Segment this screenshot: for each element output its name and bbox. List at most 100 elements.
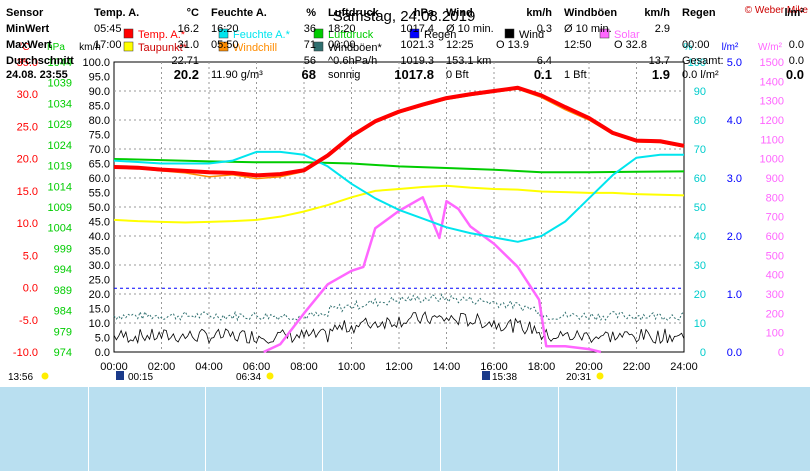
time-cell: 11.90 g/m³ bbox=[211, 69, 263, 81]
time-cell: Ø 10 min. bbox=[564, 23, 612, 35]
solar-tick: 700 bbox=[766, 212, 784, 224]
wind-tick: 100.0 bbox=[82, 57, 110, 69]
column-unit: °C bbox=[186, 7, 199, 19]
humidity-tick: 0 bbox=[700, 347, 706, 359]
chart-series bbox=[113, 85, 685, 354]
time-cell: Ø 10 min. bbox=[446, 23, 494, 35]
stats-table bbox=[0, 387, 810, 471]
rain-tick: 4.0 bbox=[727, 115, 742, 127]
time-cell: 05:50 bbox=[211, 39, 239, 51]
sun-icon bbox=[596, 372, 604, 380]
stats-column-press: Luftdruck hPa 18:20 1017.4 00:00 1021.3 ^0.6hP… bbox=[328, 0, 434, 84]
wind-tick: 55.0 bbox=[89, 188, 110, 200]
humidity-tick: 70 bbox=[694, 144, 706, 156]
solar-tick: 200 bbox=[766, 308, 784, 320]
stats-column-hum: Feuchte A.% 16:20 36 05:50 71 56 11.90 g/m³ 68 bbox=[211, 0, 316, 84]
legend-label: Feuchte A.* bbox=[233, 29, 291, 41]
time-cell: sonnig bbox=[328, 69, 361, 81]
pressure-tick: 1024 bbox=[48, 140, 72, 152]
table-divider bbox=[558, 387, 559, 471]
rain-tick: 2.0 bbox=[727, 231, 742, 243]
legend-swatch bbox=[409, 28, 420, 39]
humidity-tick: 40 bbox=[694, 231, 706, 243]
solar-tick: 300 bbox=[766, 289, 784, 301]
time-cell: 05:45 bbox=[94, 23, 122, 35]
value-cell: 22.71 bbox=[171, 55, 199, 67]
wind-tick: 25.0 bbox=[89, 275, 110, 287]
stats-column-wind: Wind km/h Ø 10 min. 0.3 12:25 O 13.9 153.1 km 6… bbox=[446, 0, 552, 84]
sun-icon bbox=[266, 372, 274, 380]
row-label: MinWert bbox=[6, 23, 50, 35]
pressure-tick: 1039 bbox=[48, 78, 72, 90]
humidity-tick: 50 bbox=[694, 202, 706, 214]
row-label: 24.08. 23:55 bbox=[6, 69, 68, 81]
wind-tick: 85.0 bbox=[89, 101, 110, 113]
wind-tick: 75.0 bbox=[89, 130, 110, 142]
solar-tick: 400 bbox=[766, 270, 784, 282]
humidity-tick: 20 bbox=[694, 289, 706, 301]
solar-tick: 1300 bbox=[760, 96, 784, 108]
time-cell: ^0.6hPa/h bbox=[328, 55, 378, 67]
legend-label: Windböen* bbox=[328, 42, 383, 54]
wind-tick: 80.0 bbox=[89, 115, 110, 127]
value-cell: 71 bbox=[303, 39, 316, 51]
time-cell: 153.1 km bbox=[446, 55, 492, 67]
table-divider bbox=[88, 387, 89, 471]
time-cell: 0.0 l/m² bbox=[682, 69, 719, 81]
legend-swatch bbox=[218, 41, 229, 52]
humidity-tick: 90 bbox=[694, 86, 706, 98]
column-header: Feuchte A. bbox=[211, 7, 267, 19]
pressure-tick: 984 bbox=[54, 306, 72, 318]
pressure-tick: 979 bbox=[54, 326, 72, 338]
wind-tick: 20.0 bbox=[89, 289, 110, 301]
wind-tick: 65.0 bbox=[89, 159, 110, 171]
column-unit: km/h bbox=[526, 7, 552, 19]
temp-tick: 20.0 bbox=[17, 154, 38, 166]
legend-label: Luftdruck bbox=[328, 29, 374, 41]
value-cell: 1021.3 bbox=[400, 39, 434, 51]
legend-swatch bbox=[123, 41, 134, 52]
pressure-tick: 1034 bbox=[48, 98, 72, 110]
time-cell: 0 Bft bbox=[446, 69, 469, 81]
wind-tick: 10.0 bbox=[89, 318, 110, 330]
temp-tick: -10.0 bbox=[13, 347, 38, 359]
x-tick: 24:00 bbox=[670, 361, 698, 373]
temp-tick: 15.0 bbox=[17, 186, 38, 198]
series-feuchtea bbox=[113, 150, 684, 243]
x-tick: 12:00 bbox=[385, 361, 413, 373]
rain-tick: 1.0 bbox=[727, 289, 742, 301]
column-header: Windböen bbox=[564, 7, 618, 19]
series-solar bbox=[263, 196, 602, 354]
wind-tick: 70.0 bbox=[89, 144, 110, 156]
chart-axes: °C hPa km/h% l/m² W/m² 35.0 30.0 25.0 20.0 15.0 10… bbox=[8, 42, 784, 383]
value-cell: 13.7 bbox=[648, 55, 670, 67]
value-cell: 2.9 bbox=[654, 23, 670, 35]
sun-icon bbox=[41, 372, 49, 380]
column-header: Regen bbox=[682, 7, 716, 19]
pressure-tick: 1004 bbox=[48, 223, 72, 235]
unit-label: °C bbox=[18, 42, 29, 53]
time-cell: 17:00 bbox=[94, 39, 122, 51]
chart-title: Samstag, 24.08.2019 bbox=[333, 8, 476, 25]
stats-column-gust: Windböen km/h Ø 10 min. 2.9 12:50 O 32.8 13.7 1… bbox=[564, 0, 670, 84]
value-cell: 1.9 bbox=[651, 67, 670, 82]
moon-icon bbox=[482, 371, 490, 380]
solar-tick: 1200 bbox=[760, 115, 784, 127]
value-cell: 0.3 bbox=[536, 23, 552, 35]
wind-tick: 5.0 bbox=[95, 333, 110, 345]
humidity-tick: 10 bbox=[694, 318, 706, 330]
value-cell: 0.0 bbox=[788, 39, 804, 51]
value-cell: 0.1 bbox=[533, 67, 552, 82]
value-cell: 20.2 bbox=[173, 67, 199, 82]
legend-swatch bbox=[313, 28, 324, 39]
value-cell: 36 bbox=[303, 23, 316, 35]
legend-label: Taupunkt* bbox=[138, 42, 188, 54]
solar-tick: 900 bbox=[766, 173, 784, 185]
series-luftdruck bbox=[113, 157, 685, 174]
legend-swatch bbox=[504, 28, 515, 39]
temp-tick: 10.0 bbox=[17, 218, 38, 230]
legend-swatch bbox=[599, 28, 610, 39]
sensor-header: Sensor bbox=[6, 7, 44, 19]
time-cell: 12:50 bbox=[564, 39, 592, 51]
